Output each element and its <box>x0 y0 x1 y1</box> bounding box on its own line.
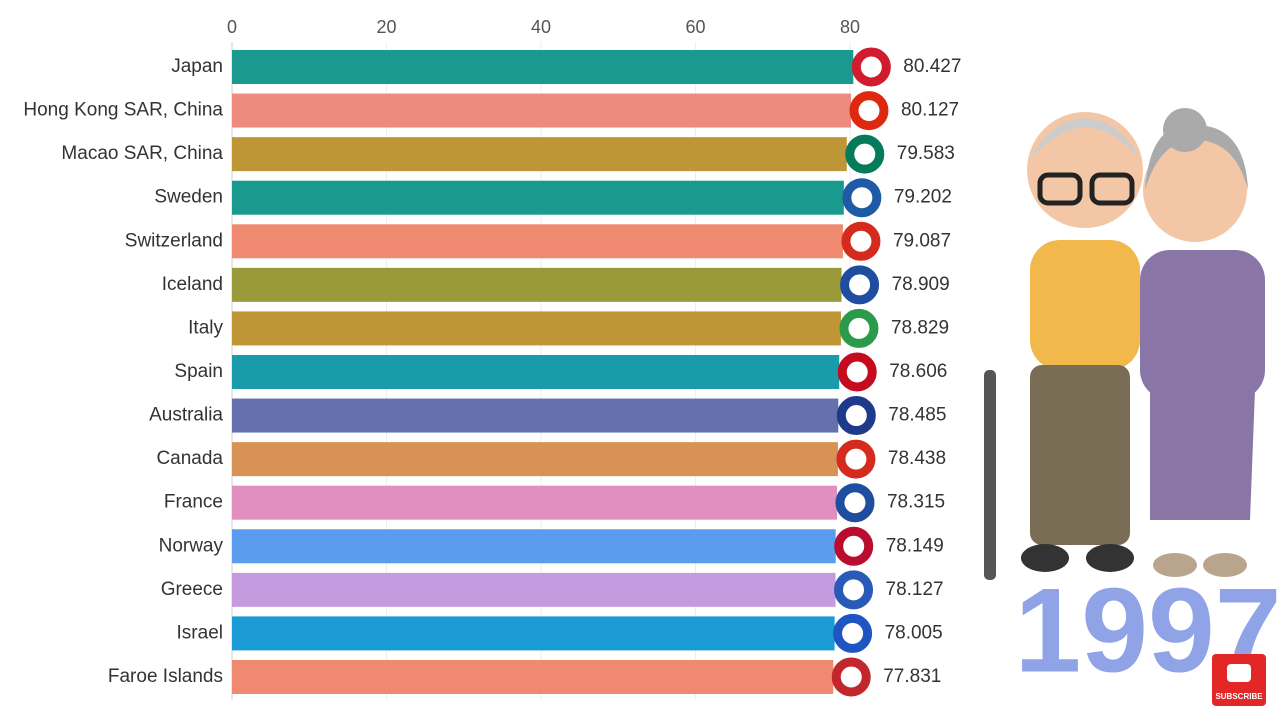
flag <box>845 134 885 174</box>
value-label: 78.909 <box>892 274 950 295</box>
category-label: Hong Kong SAR, China <box>23 100 223 121</box>
x-tick-label: 60 <box>685 17 705 37</box>
category-label: Japan <box>171 56 223 77</box>
flag <box>841 221 881 261</box>
bar <box>232 398 839 433</box>
bar <box>232 137 847 172</box>
flag <box>834 570 874 610</box>
value-label: 79.202 <box>894 187 952 208</box>
flag <box>835 483 875 523</box>
category-label: Iceland <box>162 274 223 295</box>
value-label: 79.087 <box>893 230 951 251</box>
bar <box>232 572 836 607</box>
category-label: Norway <box>159 535 224 556</box>
illustration <box>984 108 1265 580</box>
value-label: 78.829 <box>891 317 949 338</box>
bar <box>232 659 834 694</box>
value-label: 78.485 <box>888 405 946 426</box>
bar <box>232 485 837 520</box>
subscribe-text[interactable]: SUBSCRIBE <box>1215 692 1263 701</box>
flag <box>840 265 880 305</box>
bar <box>232 616 835 651</box>
flag <box>836 439 876 479</box>
value-label: 78.127 <box>886 579 944 600</box>
category-label: Spain <box>174 361 223 382</box>
flag <box>842 178 882 218</box>
x-tick-label: 40 <box>531 17 551 37</box>
category-label: Sweden <box>154 187 223 208</box>
bar <box>232 50 854 84</box>
bar <box>232 442 838 477</box>
flag <box>851 47 891 87</box>
category-label: Canada <box>156 448 223 469</box>
value-label: 80.427 <box>903 56 961 77</box>
x-tick-label: 80 <box>840 17 860 37</box>
category-label: Greece <box>161 579 223 600</box>
bar <box>232 529 836 564</box>
value-label: 77.831 <box>883 666 941 687</box>
bar <box>232 224 843 259</box>
category-label: Switzerland <box>125 230 223 251</box>
flag <box>833 613 873 653</box>
bar <box>232 267 842 302</box>
category-label: Italy <box>188 317 223 338</box>
value-label: 78.005 <box>885 622 943 643</box>
bar <box>232 180 844 215</box>
value-label: 78.438 <box>888 448 946 469</box>
flag <box>839 308 879 348</box>
value-label: 78.606 <box>889 361 947 382</box>
bar <box>232 354 840 389</box>
category-label: France <box>164 492 223 513</box>
bar <box>232 93 851 128</box>
value-label: 80.127 <box>901 100 959 121</box>
x-tick-label: 0 <box>227 17 237 37</box>
flag <box>831 657 871 697</box>
category-label: Australia <box>149 405 223 426</box>
value-label: 78.315 <box>887 492 945 513</box>
value-label: 79.583 <box>897 143 955 164</box>
flag <box>849 91 889 131</box>
flag <box>834 526 874 566</box>
value-label: 78.149 <box>886 535 944 556</box>
subscribe-icon[interactable] <box>1227 664 1251 682</box>
plot: 0 20 40 60 80 Japan 80.427 Hong Kong SAR, China… <box>23 17 961 700</box>
category-label: Faroe Islands <box>108 666 223 687</box>
x-tick-label: 20 <box>376 17 396 37</box>
category-label: Macao SAR, China <box>61 143 223 164</box>
category-label: Israel <box>177 622 223 643</box>
flag <box>837 352 877 392</box>
bar <box>232 311 841 346</box>
flag <box>836 396 876 436</box>
subscribe-button[interactable]: SUBSCRIBE <box>1212 654 1266 706</box>
